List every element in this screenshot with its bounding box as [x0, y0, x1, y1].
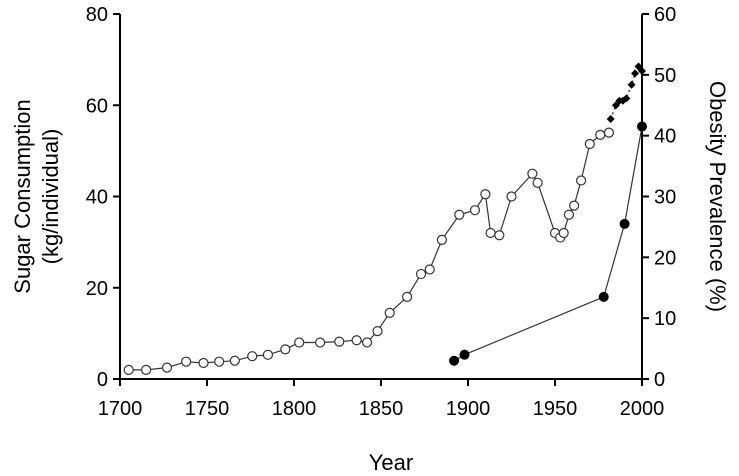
- series-2-point: [598, 291, 609, 302]
- series-0-point: [229, 355, 240, 366]
- y-left-tick-label: 0: [97, 369, 108, 391]
- y-right-tick-label: 40: [654, 126, 676, 148]
- series-0-point: [247, 351, 258, 362]
- x-axis-title: Year: [369, 450, 413, 475]
- y-right-tick-label: 10: [654, 308, 676, 330]
- series-0-point: [141, 364, 152, 375]
- series-0-point: [262, 349, 273, 360]
- series-1-point: [631, 69, 640, 78]
- series-0-point: [563, 209, 575, 220]
- series-0-point: [361, 337, 373, 348]
- x-tick-label: 1850: [359, 398, 404, 420]
- series-1-point: [627, 80, 636, 89]
- series-0-point: [181, 356, 192, 367]
- series-0-point: [424, 264, 435, 275]
- y-left-tick-label: 60: [86, 95, 108, 117]
- series-0-point: [415, 268, 427, 280]
- series-0-point: [506, 191, 517, 202]
- y-right-tick-label: 20: [654, 247, 676, 269]
- series-1-point: [606, 114, 615, 123]
- series-0-point: [494, 230, 505, 241]
- series-2-point: [637, 121, 647, 132]
- series-1-point: [634, 62, 643, 71]
- series-0-point: [294, 337, 305, 348]
- series-0-point: [315, 337, 326, 348]
- y-left-tick-label: 20: [86, 278, 108, 300]
- x-tick-label: 1750: [185, 398, 230, 420]
- series-0-point: [454, 209, 465, 220]
- series-0-point: [569, 200, 580, 211]
- series-0-point: [584, 138, 595, 150]
- series-0-point: [198, 357, 209, 369]
- chart-marks: [123, 62, 647, 375]
- y-right-tick-label: 30: [654, 187, 676, 209]
- series-1-point: [611, 101, 620, 110]
- y-left-axis-title-line2: (kg/individual): [38, 129, 63, 265]
- series-0-point: [436, 234, 447, 245]
- series-0-point: [527, 168, 538, 179]
- series-0-point: [402, 291, 413, 302]
- series-0-line: [128, 132, 610, 371]
- series-2-point: [619, 218, 630, 229]
- x-tick-label: 1700: [98, 398, 143, 420]
- series-0-point: [384, 307, 395, 318]
- series-0-point: [603, 127, 615, 138]
- series-0-point: [532, 177, 543, 188]
- series-1-point: [638, 67, 646, 76]
- series-0-point: [334, 336, 345, 347]
- series-0-point: [575, 175, 587, 186]
- series-0-point: [351, 335, 362, 346]
- series-0-point: [595, 129, 606, 141]
- series-0-point: [480, 189, 491, 200]
- x-tick-label: 1800: [272, 398, 317, 420]
- y-left-axis-title-line1: Sugar Consumption: [10, 99, 35, 293]
- y-right-axis-title: Obesity Prevalence (%): [705, 81, 730, 312]
- series-1-point: [622, 94, 631, 103]
- series-0-point: [485, 227, 496, 239]
- series-0-point: [214, 356, 225, 367]
- x-tick-label: 1950: [533, 398, 578, 420]
- axes: 1700 1750 1800 1850 1900 1950 2000 0 20 40 60 80 0 10…: [10, 4, 730, 475]
- y-right-tick-label: 50: [654, 65, 676, 87]
- series-2-point: [449, 355, 460, 366]
- y-right-tick-label: 0: [654, 369, 665, 391]
- y-right-tick-label: 60: [654, 4, 676, 26]
- y-left-tick-label: 80: [86, 4, 108, 26]
- series-0-point: [280, 344, 291, 355]
- series-0-point: [123, 364, 134, 375]
- series-0-point: [469, 205, 481, 216]
- y-left-tick-label: 40: [86, 187, 108, 209]
- series-2-line: [453, 126, 643, 362]
- series-0-point: [372, 325, 383, 337]
- series-0-point: [558, 227, 569, 239]
- x-tick-label: 2000: [620, 398, 665, 420]
- x-tick-label: 1900: [446, 398, 491, 420]
- series-0-point: [161, 362, 173, 373]
- series-2-point: [459, 349, 470, 360]
